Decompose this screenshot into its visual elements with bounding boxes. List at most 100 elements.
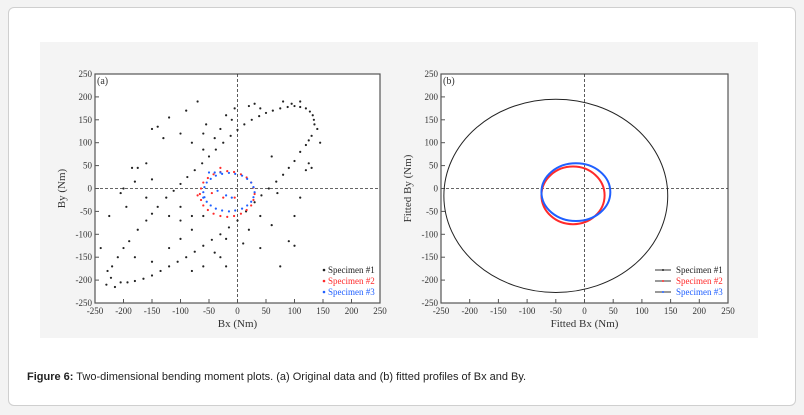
data-point [293,159,296,163]
data-point [219,171,222,174]
legend-marker [322,290,326,294]
data-point [210,191,213,195]
data-point [213,171,216,174]
data-point [145,196,148,199]
y-tick-label: 250 [425,69,439,79]
data-point [222,141,225,144]
data-point [142,277,145,280]
data-point [212,212,215,215]
y-tick-label: -50 [426,206,438,216]
data-point [205,123,208,126]
x-tick-label: -150 [144,306,161,316]
data-point [259,107,262,110]
data-point [150,274,154,277]
data-point [240,174,244,177]
data-point [258,115,261,118]
data-point [282,173,285,176]
data-point [207,155,211,158]
legend-label: Specimen #1 [676,265,723,275]
data-point [233,196,236,199]
data-point [190,141,193,144]
legend-marker [662,269,664,271]
data-point [225,265,228,268]
data-point [270,155,273,158]
y-tick-label: -250 [76,298,93,308]
data-point [165,196,168,199]
data-point [207,171,211,174]
data-point [267,187,270,190]
data-point [125,205,128,208]
y-axis-label: By (Nm) [56,168,68,208]
x-tick-label: -250 [433,306,450,316]
data-point [209,177,212,180]
data-point [299,196,302,199]
legend-label: Specimen #2 [676,276,723,286]
data-point [236,219,239,222]
x-tick-label: 250 [721,306,735,316]
data-point [233,107,236,110]
data-point [229,134,232,137]
legend-label: Specimen #3 [676,287,723,297]
data-point [219,127,222,131]
data-point [109,276,113,279]
data-point [150,212,154,215]
y-tick-label: 0 [88,184,93,194]
data-point [253,102,256,105]
x-tick-label: 100 [288,306,302,316]
data-point [299,105,302,109]
y-tick-label: -200 [422,275,439,285]
data-point [304,143,307,147]
data-point [119,281,122,284]
legend-label: Specimen #1 [328,265,375,275]
data-point [287,240,290,243]
data-point [310,134,313,137]
data-point [221,172,224,175]
data-point [240,207,244,210]
data-point [219,256,222,259]
legend-label: Specimen #3 [328,287,375,297]
data-point [239,212,243,215]
data-point [203,186,206,189]
data-point [304,107,307,110]
data-point [133,256,136,259]
data-point [247,104,250,108]
x-tick-label: -50 [550,306,562,316]
data-point [299,150,302,153]
y-tick-label: -100 [76,229,93,239]
legend-label: Specimen #2 [328,276,375,286]
data-point [222,196,225,199]
legend-marker [322,268,326,272]
data-point [260,194,263,197]
panel-label: (b) [443,76,455,87]
data-point [234,172,237,175]
data-point [145,162,148,165]
x-tick-label: 50 [262,306,272,316]
data-point [106,269,109,273]
data-point [168,214,171,218]
legend-marker [662,291,664,293]
data-point [206,176,209,180]
data-point [311,114,314,117]
data-point [190,214,193,218]
data-point [225,237,228,240]
data-point [202,265,205,268]
data-point [214,148,217,151]
data-point [156,125,159,128]
data-point [316,127,319,131]
data-point [185,109,188,112]
x-tick-label: 150 [664,306,678,316]
data-point [196,100,199,103]
data-point [307,162,310,165]
legend-marker [662,280,664,282]
data-point [190,269,193,273]
data-point [213,251,216,254]
data-point [196,194,199,197]
data-point [236,128,239,131]
y-tick-label: 150 [79,115,93,125]
data-point [213,137,216,140]
data-point [179,205,182,208]
data-point [202,196,205,199]
series-3: Specimen #3 [202,171,375,297]
data-point [219,233,222,236]
data-point [227,171,231,175]
